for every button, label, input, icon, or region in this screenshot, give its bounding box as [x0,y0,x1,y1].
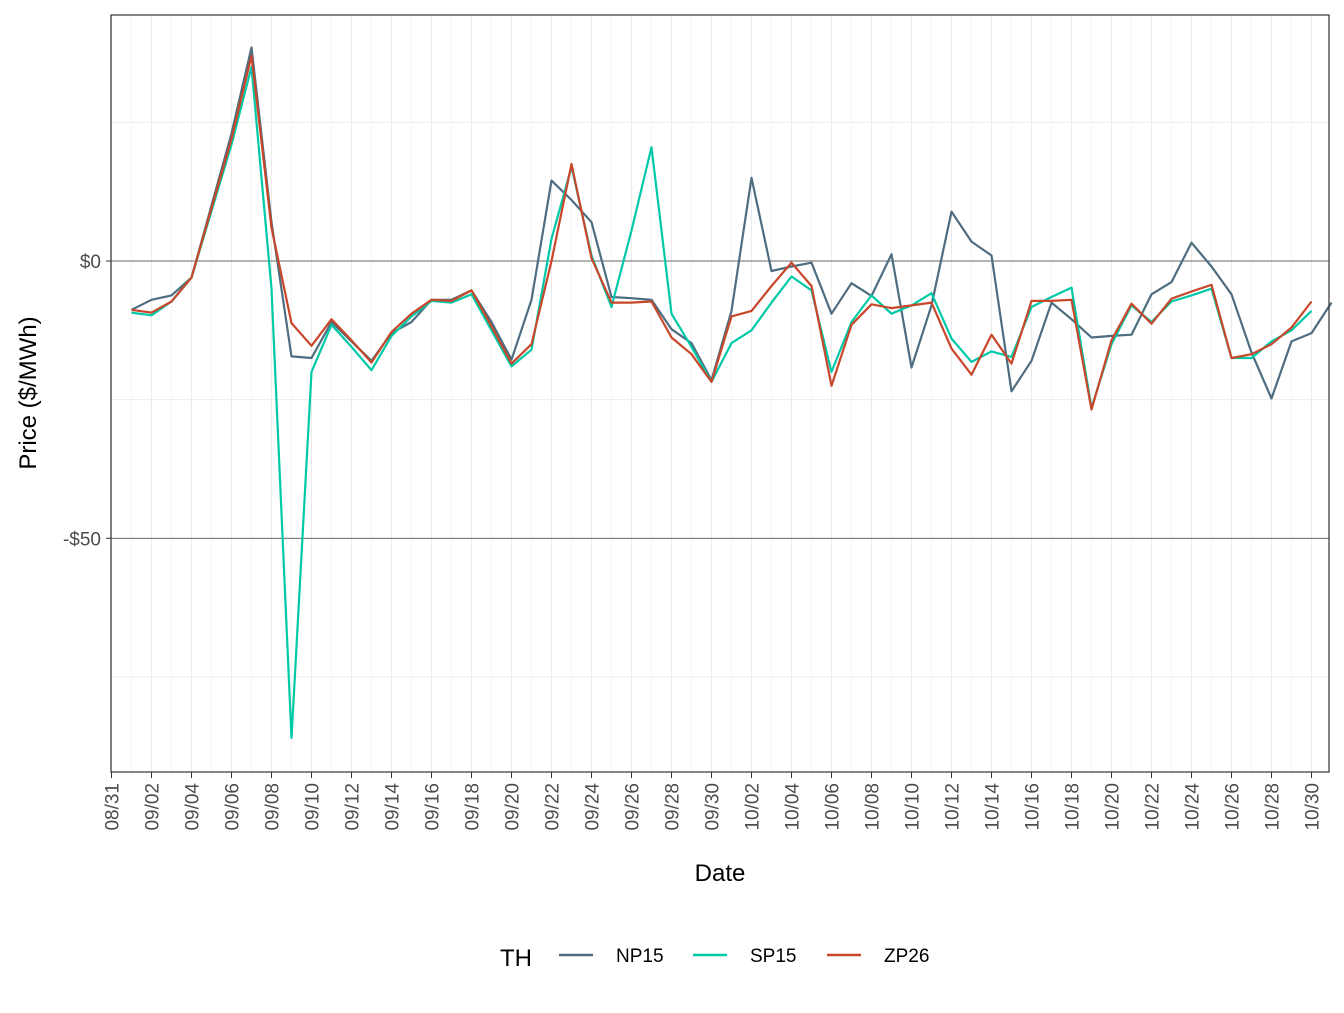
x-tick-label: 10/22 [1143,783,1164,831]
panel-border [110,14,1330,773]
x-tick-label: 10/18 [1063,783,1084,831]
x-tick-label: 09/28 [663,783,684,831]
x-tick-label: 09/26 [623,783,644,831]
y-tick-label: $0 [80,252,101,273]
x-tick-label: 09/22 [543,783,564,831]
grid-lines [110,15,1329,772]
x-tick-label: 09/04 [183,783,204,831]
series-line-sp15 [131,65,1313,739]
x-tick-label: 09/06 [223,783,244,831]
series-line-zp26 [131,54,1313,411]
x-tick-label: 10/12 [943,783,964,831]
x-tick-label: 09/14 [383,783,404,831]
legend-label-zp26: ZP26 [884,946,929,967]
x-tick-label: 10/28 [1263,783,1284,831]
y-tick-label: -$50 [63,529,101,550]
x-tick-label: 10/24 [1183,783,1204,831]
x-tick-label: 10/14 [983,783,1004,831]
x-tick-label: 08/31 [103,783,124,831]
x-tick-label: 09/10 [303,783,324,831]
series-lines [131,46,1333,739]
x-tick-label: 09/16 [423,783,444,831]
x-tick-label: 10/10 [903,783,924,831]
x-tick-label: 09/30 [703,783,724,831]
legend-title: TH [500,945,532,972]
x-tick-label: 10/16 [1023,783,1044,831]
x-tick-label: 09/02 [143,783,164,831]
x-tick-label: 10/30 [1303,783,1324,831]
axes: $0 -$50 08/31 09/02 09/04 09/06 09/08 09/10 09/1… [63,252,1324,831]
x-tick-label: 09/08 [263,783,284,831]
x-tick-label: 09/20 [503,783,524,831]
series-line-np15 [131,46,1333,400]
y-axis-title: Price ($/MWh) [15,316,42,469]
legend-label-sp15: SP15 [750,946,796,967]
x-tick-label: 10/06 [823,783,844,831]
x-tick-label: 10/26 [1223,783,1244,831]
x-tick-label: 10/08 [863,783,884,831]
x-tick-label: 09/24 [583,783,604,831]
x-tick-label: 10/04 [783,783,804,831]
x-tick-label: 09/12 [343,783,364,831]
x-tick-label: 10/20 [1103,783,1124,831]
x-tick-label: 09/18 [463,783,484,831]
legend-label-np15: NP15 [616,946,664,967]
x-tick-label: 10/02 [743,783,764,831]
x-axis-title: Date [695,860,746,887]
panel-background [111,15,1329,772]
legend: TH NP15 SP15 ZP26 [500,945,929,972]
